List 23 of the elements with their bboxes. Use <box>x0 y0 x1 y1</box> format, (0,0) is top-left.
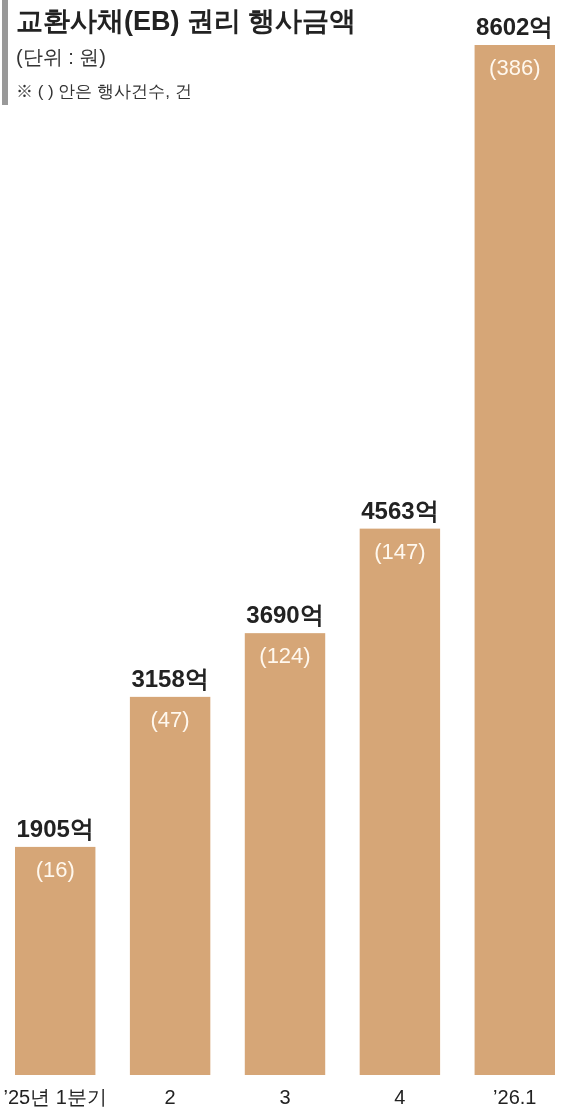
bar <box>474 45 555 1075</box>
annotation: (16) <box>35 856 75 882</box>
chart-subtitle: (단위 : 원) <box>16 46 106 68</box>
annotation: (124) <box>259 643 311 669</box>
annotation: (386) <box>489 55 541 80</box>
bar <box>15 846 96 1075</box>
annotation: (47) <box>150 706 190 732</box>
data-label: 8602억 <box>476 13 554 40</box>
annotation: (147) <box>374 538 426 564</box>
chart-title: 교환사채(EB) 권리 행사금액 <box>16 6 357 36</box>
annotation: ※ ( ) 안은 행사건수, 건 <box>16 82 192 101</box>
x-tick-label: ’25년 1분기 <box>3 1086 107 1108</box>
data-label: 3690억 <box>246 601 324 629</box>
data-label: 3158억 <box>131 664 209 692</box>
data-label: 1905억 <box>16 814 94 842</box>
x-tick-label: 2 <box>164 1086 176 1108</box>
bar <box>359 528 441 1075</box>
data-label: 4563억 <box>361 496 439 524</box>
bar <box>244 633 326 1075</box>
bar <box>129 696 211 1075</box>
x-tick-label: ’26.1 <box>493 1086 537 1108</box>
x-tick-label: 3 <box>279 1086 291 1108</box>
x-tick-label: 4 <box>394 1086 406 1108</box>
